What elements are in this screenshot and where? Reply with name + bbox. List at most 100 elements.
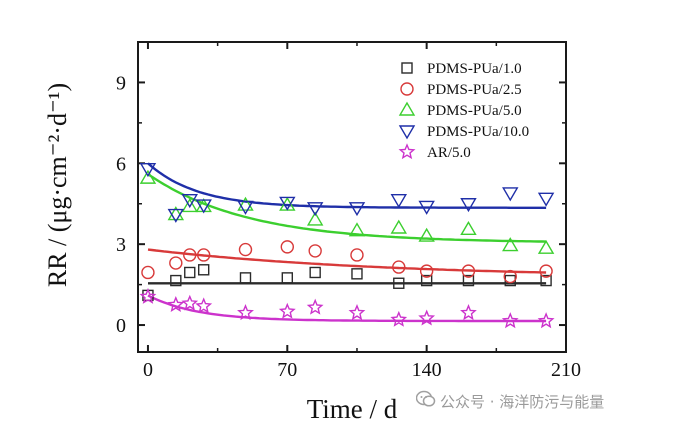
marker-star: [195, 297, 213, 314]
marker-triangle-down: [460, 198, 477, 213]
marker-star: [398, 143, 416, 160]
marker-circle: [392, 260, 406, 274]
marker-triangle-down: [390, 193, 408, 209]
marker-triangle-down: [418, 200, 435, 215]
legend-entry: AR/5.0: [398, 143, 471, 161]
marker-square: [540, 274, 552, 287]
marker-triangle-down: [502, 187, 519, 202]
series-pdms-pua-10-0: [139, 162, 555, 223]
x-tick-label: 140: [412, 359, 442, 381]
y-tick-label: 0: [116, 315, 126, 337]
marker-triangle-down: [195, 199, 212, 214]
marker-star: [390, 310, 408, 327]
marker-triangle-down: [139, 162, 157, 178]
x-tick-label: 70: [277, 359, 297, 381]
fit-lines: [147, 162, 547, 323]
marker-circle: [461, 264, 476, 278]
legend-entry: PDMS-PUa/10.0: [398, 124, 529, 140]
legend-entry: PDMS-PUa/2.5: [400, 82, 522, 98]
marker-square: [462, 274, 475, 287]
marker-star: [167, 295, 185, 312]
legend-label: AR/5.0: [427, 145, 471, 161]
marker-triangle-up: [537, 239, 555, 254]
marker-triangle-up: [390, 219, 408, 234]
marker-square: [393, 277, 405, 289]
legend-label: PDMS-PUa/10.0: [427, 124, 529, 140]
marker-circle: [169, 256, 183, 270]
data-markers: [139, 162, 555, 329]
marker-triangle-up: [237, 196, 254, 211]
legend-label: PDMS-PUa/2.5: [427, 82, 522, 98]
legend-entry: PDMS-PUa/1.0: [401, 61, 522, 77]
marker-triangle-up: [398, 101, 416, 116]
fit-line-ar-5-0: [147, 294, 547, 323]
marker-circle: [419, 264, 434, 278]
marker-circle: [503, 269, 517, 284]
marker-triangle-down: [348, 202, 366, 217]
marker-triangle-up: [167, 206, 185, 221]
marker-star: [181, 294, 199, 311]
marker-circle: [400, 82, 414, 96]
marker-square: [184, 266, 196, 279]
marker-star: [501, 312, 519, 329]
marker-triangle-up: [306, 211, 324, 226]
marker-circle: [183, 248, 197, 262]
marker-square: [401, 62, 413, 74]
marker-square: [309, 266, 321, 279]
marker-triangle-up: [502, 237, 519, 252]
wechat-official-account-icon: [416, 390, 436, 407]
marker-square: [351, 268, 363, 280]
marker-triangle-up: [348, 222, 366, 237]
legend: PDMS-PUa/1.0 PDMS-PUa/2.5 PDMS-PUa/5.0 PDMS…: [398, 61, 529, 161]
y-tick-label: 6: [116, 153, 126, 175]
marker-circle: [196, 248, 211, 262]
marker-square: [281, 272, 294, 284]
legend-label: PDMS-PUa/1.0: [427, 61, 522, 77]
marker-triangle-up: [460, 220, 477, 236]
marker-star: [460, 304, 477, 321]
series-ar-5-0: [139, 287, 555, 329]
x-tick-label: 0: [143, 359, 153, 381]
marker-star: [537, 312, 555, 329]
marker-circle: [350, 248, 364, 262]
watermark-text: 公众号 · 海洋防污与能量: [440, 393, 605, 411]
marker-star: [237, 304, 254, 321]
marker-triangle-down: [237, 200, 254, 215]
marker-star: [306, 298, 324, 315]
y-axis-label: RR / (μg·cm⁻²·d⁻¹): [43, 83, 72, 287]
x-axis-ticks: 0 70 140 210: [143, 42, 581, 381]
marker-circle: [238, 242, 253, 257]
marker-star: [348, 304, 366, 321]
plot-border: [137, 41, 567, 353]
fit-line-pdms-pua-2-5: [147, 248, 547, 274]
legend-label: PDMS-PUa/5.0: [427, 103, 522, 119]
fit-line-pdms-pua-5-0: [147, 173, 547, 243]
marker-star: [139, 287, 157, 304]
marker-circle: [539, 264, 553, 278]
marker-triangle-up: [139, 169, 157, 184]
fit-line-pdms-pua-10-0: [147, 162, 547, 209]
marker-circle: [280, 240, 295, 254]
marker-triangle-down: [398, 125, 416, 140]
marker-triangle-up: [181, 198, 198, 213]
x-axis-label: Time / d: [307, 394, 398, 424]
marker-triangle-down: [306, 202, 324, 217]
marker-triangle-down: [181, 193, 198, 209]
marker-triangle-up: [418, 227, 435, 242]
marker-triangle-down: [537, 192, 555, 207]
marker-star: [278, 302, 296, 319]
marker-square: [170, 274, 182, 287]
marker-circle: [141, 265, 155, 280]
y-tick-label: 3: [116, 234, 126, 256]
marker-triangle-down: [167, 208, 185, 223]
marker-star: [418, 309, 436, 326]
plot-frame: [137, 41, 567, 353]
marker-square: [420, 274, 433, 287]
marker-square: [197, 264, 210, 276]
marker-circle: [308, 244, 322, 258]
marker-triangle-down: [279, 196, 296, 211]
legend-entry: PDMS-PUa/5.0: [398, 101, 522, 119]
series-pdms-pua-2-5: [141, 240, 553, 284]
marker-square: [239, 272, 252, 284]
